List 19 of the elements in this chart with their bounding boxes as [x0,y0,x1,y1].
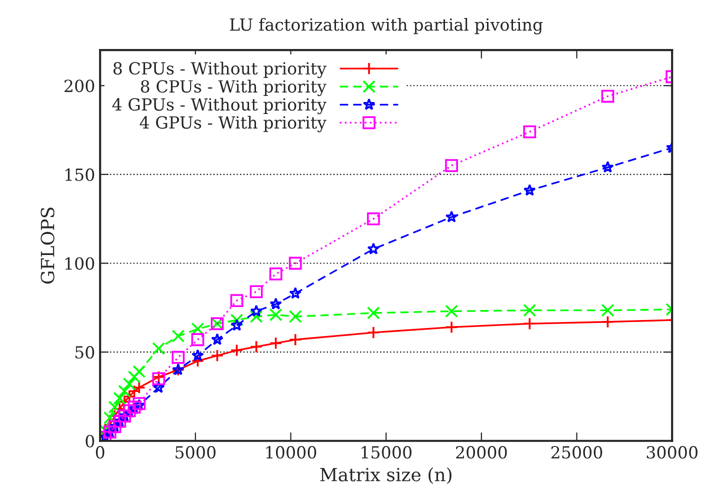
x-tick-label: 10000 [266,446,316,459]
x-tick-label: 30000 [646,446,698,459]
x-tick-label: 25000 [551,446,602,459]
chart-title: LU factorization with partial pivoting [230,18,543,34]
x-tick-label: 15000 [362,446,412,459]
legend-label: 4 GPUs - With priority [140,116,326,132]
x-tick-label: 5000 [176,446,216,459]
y-axis-title: GFLOPS [40,208,54,284]
legend-label: 4 GPUs - Without priority [112,98,326,114]
legend-label: 8 CPUs - With priority [140,80,326,96]
legend-label: 8 CPUs - Without priority [113,62,326,78]
x-tick-label: 0 [96,446,104,459]
y-tick-label: 0 [86,434,94,448]
x-axis-title: Matrix size (n) [320,467,452,484]
y-tick-label: 150 [65,168,94,182]
y-tick-label: 50 [75,346,94,359]
y-tick-label: 100 [65,257,94,270]
y-tick-label: 200 [64,80,94,92]
x-tick-label: 20000 [456,446,507,459]
